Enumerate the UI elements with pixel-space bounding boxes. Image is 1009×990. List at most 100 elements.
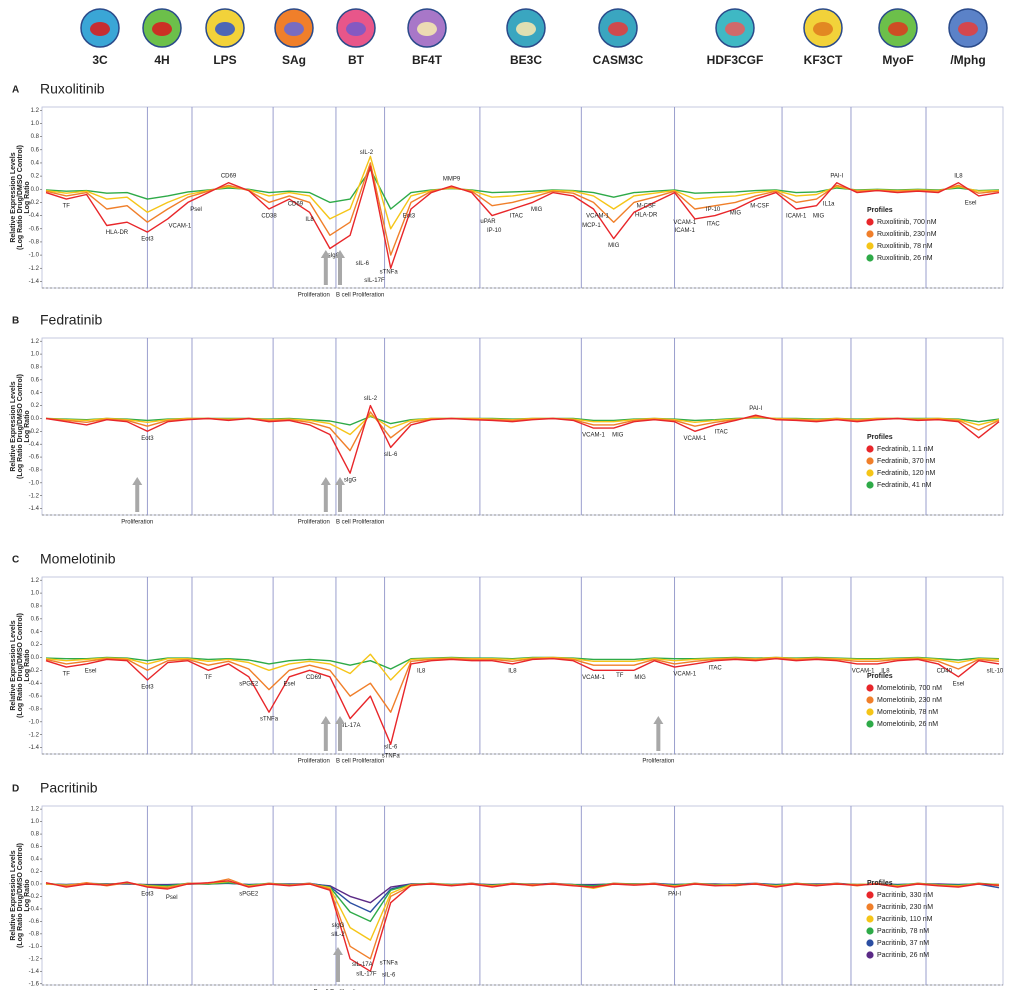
annotation: sIL-17F (356, 971, 377, 977)
y-tick-label: 0.6 (31, 147, 40, 153)
system-label: LPS (213, 53, 236, 67)
annotation: ICAM-1 (675, 228, 696, 234)
y-tick-label: -0.4 (29, 906, 40, 912)
y-tick-label: 1.0 (31, 121, 40, 127)
annotation: VCAM-1 (582, 433, 605, 439)
annotation: M-CSF (750, 204, 769, 210)
y-tick-label: 1.0 (31, 352, 40, 358)
page: 3C4HLPSSAgBTBF4TBE3CCASM3CHDF3CGFKF3CTMy… (0, 0, 1009, 990)
legend-swatch (866, 708, 873, 715)
y-tick-label: 0.6 (31, 616, 40, 622)
annotation: IP-10 (706, 207, 721, 213)
y-tick-label: -0.6 (29, 226, 40, 232)
annotation: PAI-I (749, 406, 762, 412)
y-tick-label: -1.0 (29, 944, 40, 950)
legend-label: Fedratinib, 120 nM (877, 470, 936, 477)
legend-swatch (866, 927, 873, 934)
legend-swatch (866, 939, 873, 946)
legend-swatch (866, 445, 873, 452)
y-tick-label: -1.4 (29, 745, 40, 751)
legend-swatch (866, 891, 873, 898)
y-tick-label: -1.2 (29, 732, 40, 738)
legend-label: Momelotinib, 26 nM (877, 721, 938, 728)
annotation: MMP9 (443, 177, 461, 183)
annotation: Eot3 (141, 436, 154, 442)
y-tick-label: 0.2 (31, 174, 40, 180)
legend-label: Momelotinib, 78 nM (877, 709, 938, 716)
annotation: Eot3 (403, 214, 416, 220)
annotation: MIG (608, 243, 620, 249)
y-tick-label: 1.2 (31, 108, 40, 114)
annotation: IL1a (823, 202, 835, 208)
panel-title: Fedratinib (40, 312, 102, 328)
annotation: HLA-DR (106, 230, 129, 236)
system-label: MyoF (882, 53, 913, 67)
y-tick-label: 1.2 (31, 339, 40, 345)
y-tick-label: 0.4 (31, 390, 40, 396)
annotation: sTNFa (260, 717, 279, 723)
system-label: 3C (92, 53, 108, 67)
annotation: sTNFa (382, 753, 401, 759)
annotation: MIG (730, 210, 742, 216)
y-tick-label: 0.0 (31, 416, 40, 422)
annotation: sIL-17A (352, 962, 373, 968)
y-tick-label: -0.2 (29, 429, 40, 435)
annotation: MIG (531, 207, 543, 213)
annotation: Psel (166, 895, 178, 901)
annotation: Eot3 (141, 685, 154, 691)
system-label: 4H (154, 53, 169, 67)
annotation: sIL-2 (360, 150, 374, 156)
system-icon-detail (346, 22, 366, 36)
y-tick-label: -0.8 (29, 240, 40, 246)
y-tick-label: 0.8 (31, 365, 40, 371)
y-tick-label: 1.0 (31, 591, 40, 597)
y-tick-label: 0.8 (31, 134, 40, 140)
y-axis-label: (Log Ratio Drug/DMSO Control) (17, 374, 24, 479)
y-tick-label: -0.6 (29, 694, 40, 700)
annotation: ITAC (510, 214, 524, 220)
legend-label: Ruxolitinib, 78 nM (877, 243, 933, 250)
y-tick-label: 0.8 (31, 832, 40, 838)
arrow-label: Proliferation (642, 759, 674, 765)
annotation: sIL-2 (364, 396, 378, 402)
annotation: MCP-1 (582, 223, 601, 229)
panel-letter: D (12, 784, 19, 795)
y-tick-label: -0.6 (29, 455, 40, 461)
system-label: BT (348, 53, 365, 67)
legend-swatch (866, 684, 873, 691)
legend-label: Momelotinib, 230 nM (877, 697, 942, 704)
arrow-label: Proliferation (121, 520, 153, 526)
y-axis-label: Relative Expression Levels (10, 381, 17, 471)
annotation: Esel (283, 681, 295, 687)
y-tick-label: 0.2 (31, 403, 40, 409)
legend-swatch (866, 230, 873, 237)
annotation: MIG (813, 214, 825, 220)
figure: 3C4HLPSSAgBTBF4TBE3CCASM3CHDF3CGFKF3CTMy… (0, 0, 1009, 990)
annotation: uPAR (480, 219, 496, 225)
legend-swatch (866, 254, 873, 261)
legend-swatch (866, 469, 873, 476)
annotation: HLA-DR (635, 212, 658, 218)
system-icon-detail (958, 22, 978, 36)
y-axis-label: (Log Ratio Drug/DMSO Control) (17, 843, 24, 948)
y-tick-label: -1.2 (29, 266, 40, 272)
annotation: IL8 (508, 668, 517, 674)
y-tick-label: -0.8 (29, 707, 40, 713)
legend-label: Ruxolitinib, 230 nM (877, 231, 937, 238)
y-tick-label: -0.2 (29, 894, 40, 900)
annotation: sIL-17F (364, 278, 385, 284)
annotation: TF (205, 675, 213, 681)
y-tick-label: -1.0 (29, 480, 40, 486)
panel-title: Ruxolitinib (40, 81, 105, 97)
legend-title: Profiles (867, 434, 893, 441)
annotation: sIL-10 (987, 668, 1004, 674)
legend-label: Ruxolitinib, 700 nM (877, 219, 937, 226)
system-label: CASM3C (593, 53, 644, 67)
annotation: VCAM-1 (586, 214, 609, 220)
y-tick-label: -0.8 (29, 468, 40, 474)
y-tick-label: 0.0 (31, 187, 40, 193)
y-tick-label: -1.2 (29, 956, 40, 962)
system-label: BE3C (510, 53, 542, 67)
arrow-label: B cell Proliferation (336, 293, 384, 299)
arrow-label: Proliferation (298, 520, 330, 526)
